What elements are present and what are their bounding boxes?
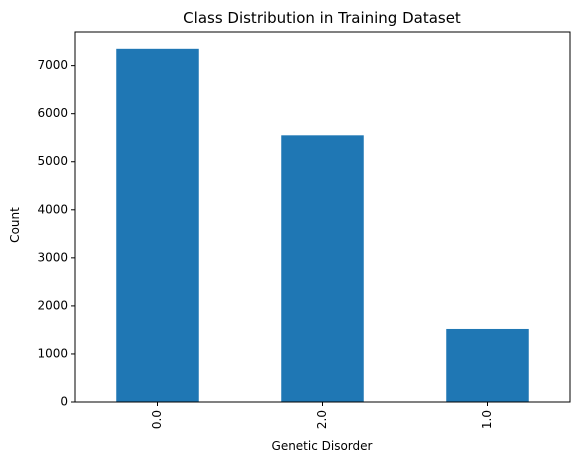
bar-0.0	[116, 48, 199, 403]
x-tick-label: 1.0	[480, 410, 494, 429]
y-tick-label: 0	[60, 395, 68, 409]
y-tick-label: 7000	[37, 58, 68, 72]
plot-frame	[74, 31, 571, 403]
y-tick-label: 6000	[37, 106, 68, 120]
y-tick-label: 5000	[37, 154, 68, 168]
x-ticks-group: 0.0 2.0 1.0	[150, 402, 494, 429]
y-axis-label: Count	[8, 207, 22, 243]
y-tick-label: 1000	[37, 346, 68, 360]
y-tick-label: 4000	[37, 202, 68, 216]
x-tick-label: 2.0	[315, 410, 329, 429]
y-tick-label: 3000	[37, 250, 68, 264]
y-ticks-group: 0 1000 2000 3000 4000 5000 6000 7000	[37, 58, 75, 409]
x-axis-label: Genetic Disorder	[272, 439, 373, 453]
x-tick-label: 0.0	[150, 410, 164, 429]
bar-1.0	[446, 328, 529, 402]
bars-group	[116, 48, 529, 403]
y-tick-label: 2000	[37, 298, 68, 312]
chart-title: Class Distribution in Training Dataset	[183, 9, 461, 27]
bar-2.0	[281, 135, 364, 402]
